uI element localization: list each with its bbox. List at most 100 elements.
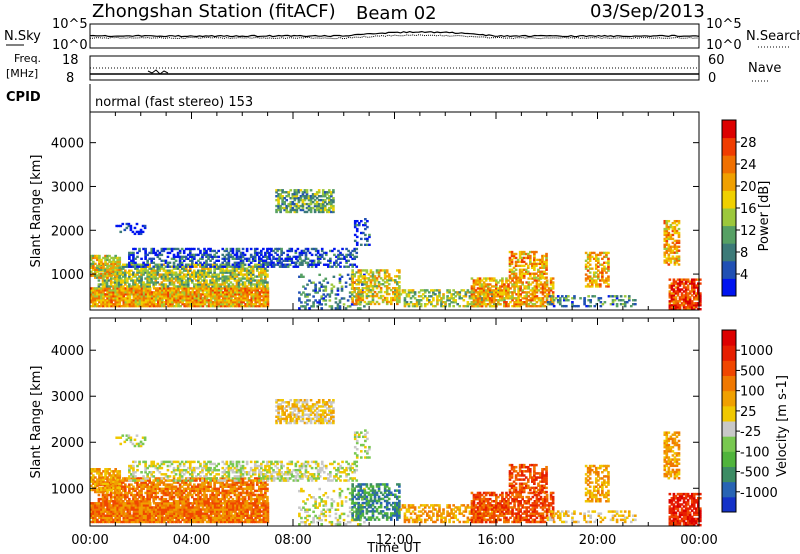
power-cell [588,271,592,274]
power-cell [209,297,213,300]
power-cell [207,302,211,306]
power-cell [97,285,101,288]
velocity-cell [96,512,99,515]
power-cell [458,297,462,300]
power-cell [450,297,453,300]
power-cell [132,301,136,304]
power-cell [398,296,401,300]
power-cell [275,195,278,198]
power-cell [464,293,468,296]
power-cell [201,297,205,300]
power-cell [244,289,247,292]
power-cell [163,289,166,292]
power-cell [168,247,172,251]
velocity-cell [126,518,130,522]
power-cell [302,251,306,255]
velocity-cell [201,518,205,522]
power-cell [134,265,137,268]
power-cell [197,269,200,272]
power-cell [260,287,264,290]
power-cell [668,290,672,293]
power-cell [241,267,245,270]
power-cell [509,301,512,304]
power-cell [364,237,367,241]
power-cell [166,263,170,266]
power-cell [332,191,335,194]
power-cell [174,277,178,280]
power-cell [288,259,292,262]
power-cell [303,202,307,206]
power-cell [676,284,680,287]
power-cell [663,231,667,235]
power-cell [305,210,309,214]
velocity-cell [181,504,184,507]
power-cell [277,195,280,198]
power-cell [305,261,308,264]
power-cell [434,293,437,296]
power-cell [623,295,627,298]
power-cell [262,279,265,282]
power-cell [104,301,107,304]
velocity-cell [193,520,197,524]
power-cell [594,259,598,262]
power-cell [492,299,496,302]
power-cell [109,283,113,286]
power-cell [164,269,168,272]
power-cell [253,265,257,268]
power-cell [478,285,482,288]
power-cell [692,308,696,311]
velocity-cell [104,508,107,511]
power-cell [264,267,267,270]
power-cell [419,289,423,292]
power-cell [258,304,262,308]
power-cell [244,293,247,296]
power-cell [135,230,139,234]
power-cell [150,257,154,261]
power-cell [411,295,415,298]
power-cell [229,249,233,253]
power-cell [696,282,700,285]
power-cell [92,291,95,294]
power-cell [201,285,204,288]
power-cell [113,281,117,284]
power-cell [480,302,484,306]
power-cell [474,295,478,298]
power-cell [245,259,249,262]
power-cell [114,299,117,302]
power-cell [301,261,304,264]
power-cell [541,304,545,308]
power-cell [690,308,694,311]
power-cell [676,302,680,305]
power-cell [92,299,95,302]
power-cell [590,251,594,255]
power-cell [221,269,225,272]
power-cell [524,272,528,275]
power-cell [116,302,120,306]
power-cell [692,278,696,281]
power-cell [696,308,700,311]
power-cell [232,289,235,292]
velocity-cell [122,518,126,522]
power-cell [166,273,170,276]
power-cell [515,297,518,300]
power-cell [247,259,251,262]
power-cell [211,304,215,308]
velocity-cell [154,514,158,517]
power-cell [152,293,156,296]
power-cell [340,275,344,278]
power-cell [172,267,176,270]
velocity-cell [130,508,134,511]
power-cell [119,267,123,270]
nsearch-series [89,34,700,40]
power-cell [381,283,385,286]
power-cell [543,295,547,298]
velocity-cell [181,514,184,517]
power-cell [257,251,261,255]
power-cell [525,293,529,296]
power-cell [401,291,405,294]
power-cell [322,289,326,292]
power-cell [355,283,359,286]
power-cell [138,265,141,268]
power-cell [393,294,397,298]
power-cell [526,266,530,270]
